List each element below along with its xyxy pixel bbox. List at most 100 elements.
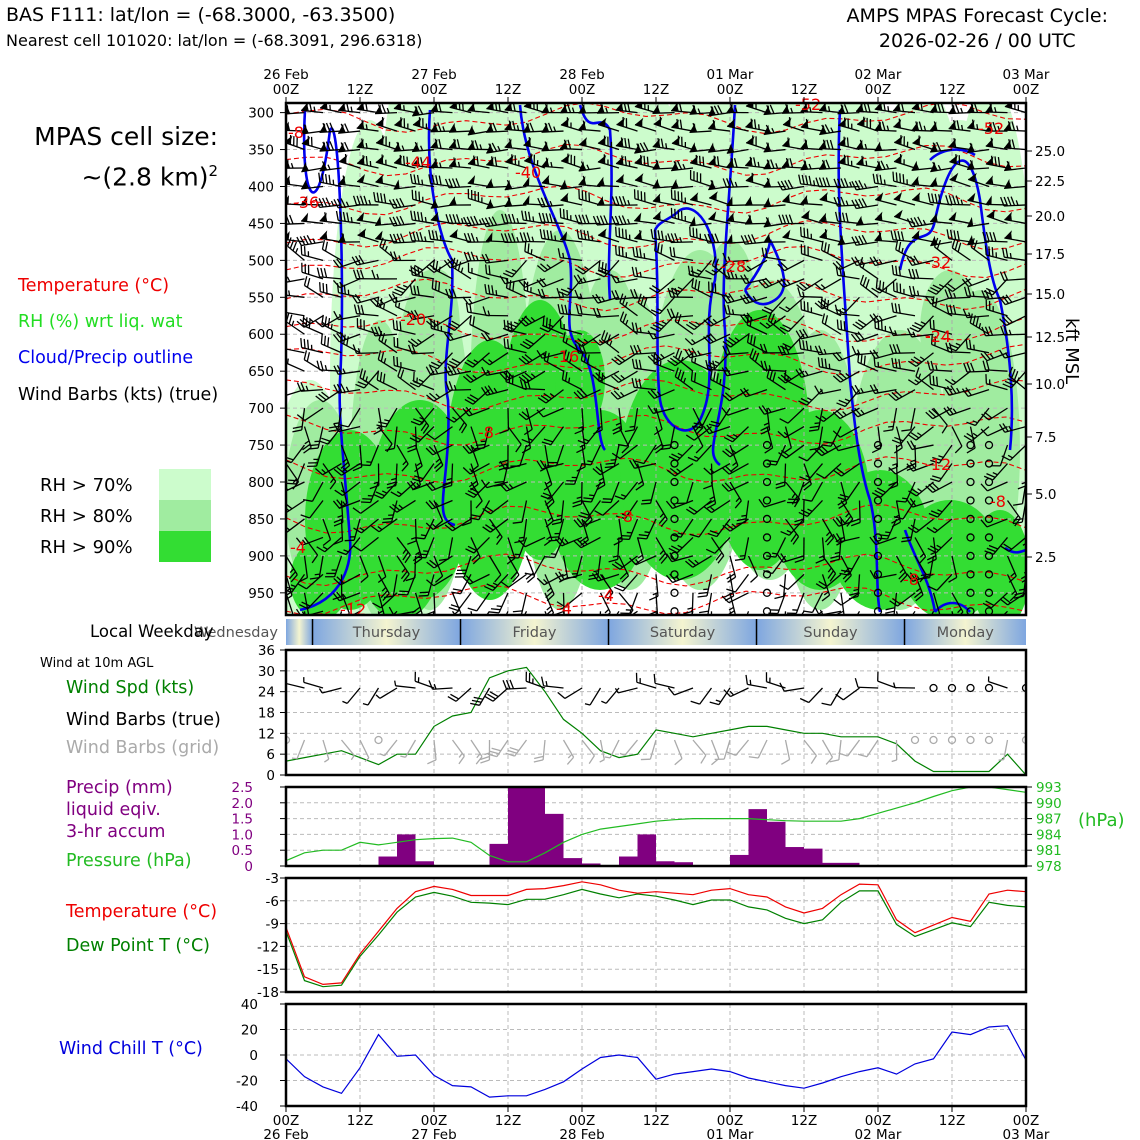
barb-half: [511, 268, 517, 273]
barb-full: [858, 235, 864, 245]
barb-shaft: [819, 198, 842, 206]
barb-full: [488, 122, 494, 133]
barb-full: [278, 485, 285, 492]
barb-full: [289, 239, 295, 249]
barb-full: [448, 381, 454, 391]
barb-full: [540, 263, 549, 271]
wind-barb: [763, 159, 786, 170]
wind-barb: [393, 141, 416, 152]
wind-barb: [740, 234, 768, 245]
barb-shaft: [544, 500, 554, 522]
barb-shaft: [801, 370, 823, 378]
barb-full: [302, 443, 311, 451]
barb-full: [322, 141, 328, 151]
barb-full: [740, 235, 746, 245]
wind-barb: [576, 229, 601, 243]
wind-barb: [465, 481, 490, 499]
barb-full: [426, 579, 435, 587]
barb-full: [409, 284, 413, 295]
barb-full: [724, 592, 734, 598]
barb-full: [518, 319, 527, 327]
wind-barb: [873, 588, 883, 597]
barb-shaft: [449, 370, 472, 377]
barb-shaft: [800, 348, 823, 354]
wind-barb: [518, 352, 546, 365]
barb-full: [898, 241, 902, 252]
barb-pennant: [782, 193, 790, 203]
barb-full: [907, 360, 917, 367]
wind-barb: [799, 463, 823, 481]
wind-barb: [641, 481, 657, 505]
barb-full: [431, 230, 435, 240]
wind-barb: [444, 178, 472, 189]
wind-barb: [559, 139, 583, 151]
barb-full: [452, 609, 460, 615]
barb-half: [333, 422, 340, 425]
calm-circle: [966, 570, 975, 579]
barb-full: [322, 539, 331, 547]
barb-full: [918, 556, 927, 565]
wind-barb: [619, 311, 638, 335]
barb-shaft: [727, 296, 749, 304]
barb-full: [523, 428, 533, 436]
barb-shaft: [396, 444, 409, 465]
barb-shaft: [698, 518, 713, 538]
barb-full: [840, 196, 846, 206]
barb-half: [845, 512, 850, 518]
wind-barb: [507, 426, 522, 453]
barb-shaft: [560, 185, 583, 190]
wind-barb: [665, 552, 694, 563]
barb-half: [677, 532, 683, 535]
barb-full: [911, 268, 916, 279]
barb-full: [716, 156, 720, 166]
wind-barb: [1000, 196, 1026, 207]
barb-full: [947, 289, 953, 299]
wind-barb: [601, 481, 620, 504]
wind-barb: [612, 408, 623, 435]
barb-full: [361, 103, 365, 111]
barb-half: [343, 549, 349, 553]
barb-full: [798, 174, 802, 185]
wind-barb: [467, 155, 490, 169]
barb-full: [635, 247, 639, 258]
barb-full: [1008, 366, 1014, 376]
barb-shaft: [634, 105, 657, 114]
barb-half: [657, 308, 663, 312]
barb-full: [691, 352, 694, 362]
barb-full: [335, 210, 339, 221]
barb-shaft: [286, 500, 287, 502]
wind-barb: [925, 481, 953, 493]
barb-shaft: [949, 160, 971, 169]
barb-shaft: [912, 142, 934, 151]
barb-half: [602, 180, 605, 186]
wind-barb: [608, 537, 620, 563]
barb-half: [582, 519, 588, 525]
barb-shaft: [303, 555, 309, 578]
barb-shaft: [659, 296, 675, 315]
barb-shaft: [307, 592, 324, 610]
barb-pennant: [319, 230, 328, 240]
wind-barb: [999, 349, 1026, 359]
barb-shaft: [524, 250, 546, 261]
barb-full: [306, 339, 310, 350]
wind-barb: [999, 271, 1026, 282]
barb-shaft: [895, 389, 916, 401]
barb-full: [780, 278, 788, 287]
wind-barb: [809, 426, 824, 451]
barb-full: [835, 373, 844, 381]
barb-pennant: [486, 103, 494, 110]
wind-barb: [855, 139, 879, 151]
barb-shaft: [400, 278, 416, 296]
barb-half: [862, 263, 866, 269]
barb-full: [581, 103, 587, 114]
barb-half: [711, 269, 717, 274]
barb-full: [566, 209, 569, 220]
barb-shaft: [286, 321, 305, 335]
barb-full: [943, 386, 950, 396]
wind-barb: [721, 592, 749, 604]
barb-half: [763, 422, 770, 426]
barb-half: [824, 216, 827, 222]
barb-half: [865, 160, 868, 166]
wind-barb: [573, 536, 601, 549]
barb-half: [579, 293, 583, 299]
